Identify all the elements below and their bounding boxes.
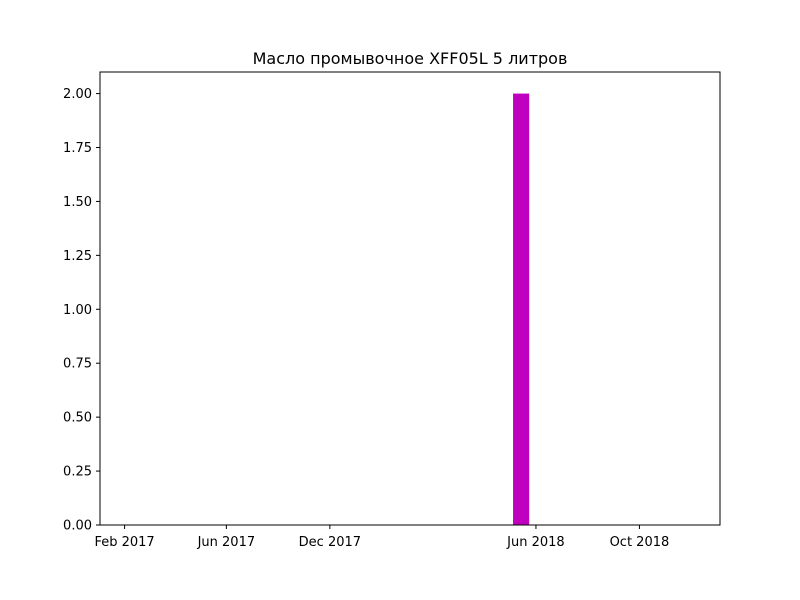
y-tick-label: 1.00 bbox=[63, 303, 92, 318]
x-tick-label: Feb 2017 bbox=[94, 535, 154, 550]
bar-0 bbox=[513, 93, 530, 526]
y-tick-label: 0.00 bbox=[63, 519, 92, 534]
x-tick-label: Oct 2018 bbox=[610, 535, 670, 550]
y-tick-label: 0.50 bbox=[63, 411, 92, 426]
plot-frame bbox=[99, 71, 721, 526]
y-tick-label: 0.75 bbox=[63, 357, 92, 372]
x-axis: Feb 2017 Jun 2017 Dec 2017 Jun 2018 Oct 2018 bbox=[94, 525, 669, 550]
y-axis: 0.00 0.25 0.50 0.75 1.00 1.25 1.50 1.75 2.00 bbox=[63, 87, 100, 534]
x-tick-label: Jun 2017 bbox=[197, 535, 256, 550]
chart-title: Масло промывочное XFF05L 5 литров bbox=[253, 49, 568, 68]
x-tick-label: Jun 2018 bbox=[506, 535, 565, 550]
y-tick-label: 0.25 bbox=[63, 465, 92, 480]
x-tick-label: Dec 2017 bbox=[299, 535, 361, 550]
y-tick-label: 1.25 bbox=[63, 249, 92, 264]
bars-layer bbox=[513, 93, 530, 526]
y-tick-label: 2.00 bbox=[63, 87, 92, 102]
y-tick-label: 1.50 bbox=[63, 195, 92, 210]
y-tick-label: 1.75 bbox=[63, 141, 92, 156]
